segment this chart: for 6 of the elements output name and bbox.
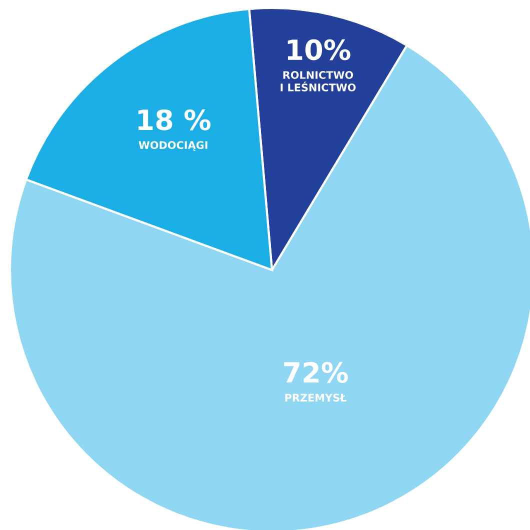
data-label: 10% xyxy=(288,39,350,60)
slice-label: PRZEMYSŁ xyxy=(285,394,346,402)
data-label: 18 % xyxy=(138,109,211,130)
slice-label: WODOCIĄGI xyxy=(138,141,208,151)
slice-label: ROLNICTWO I LEŚNICTWO xyxy=(280,71,356,92)
data-label: 72% xyxy=(284,362,348,383)
